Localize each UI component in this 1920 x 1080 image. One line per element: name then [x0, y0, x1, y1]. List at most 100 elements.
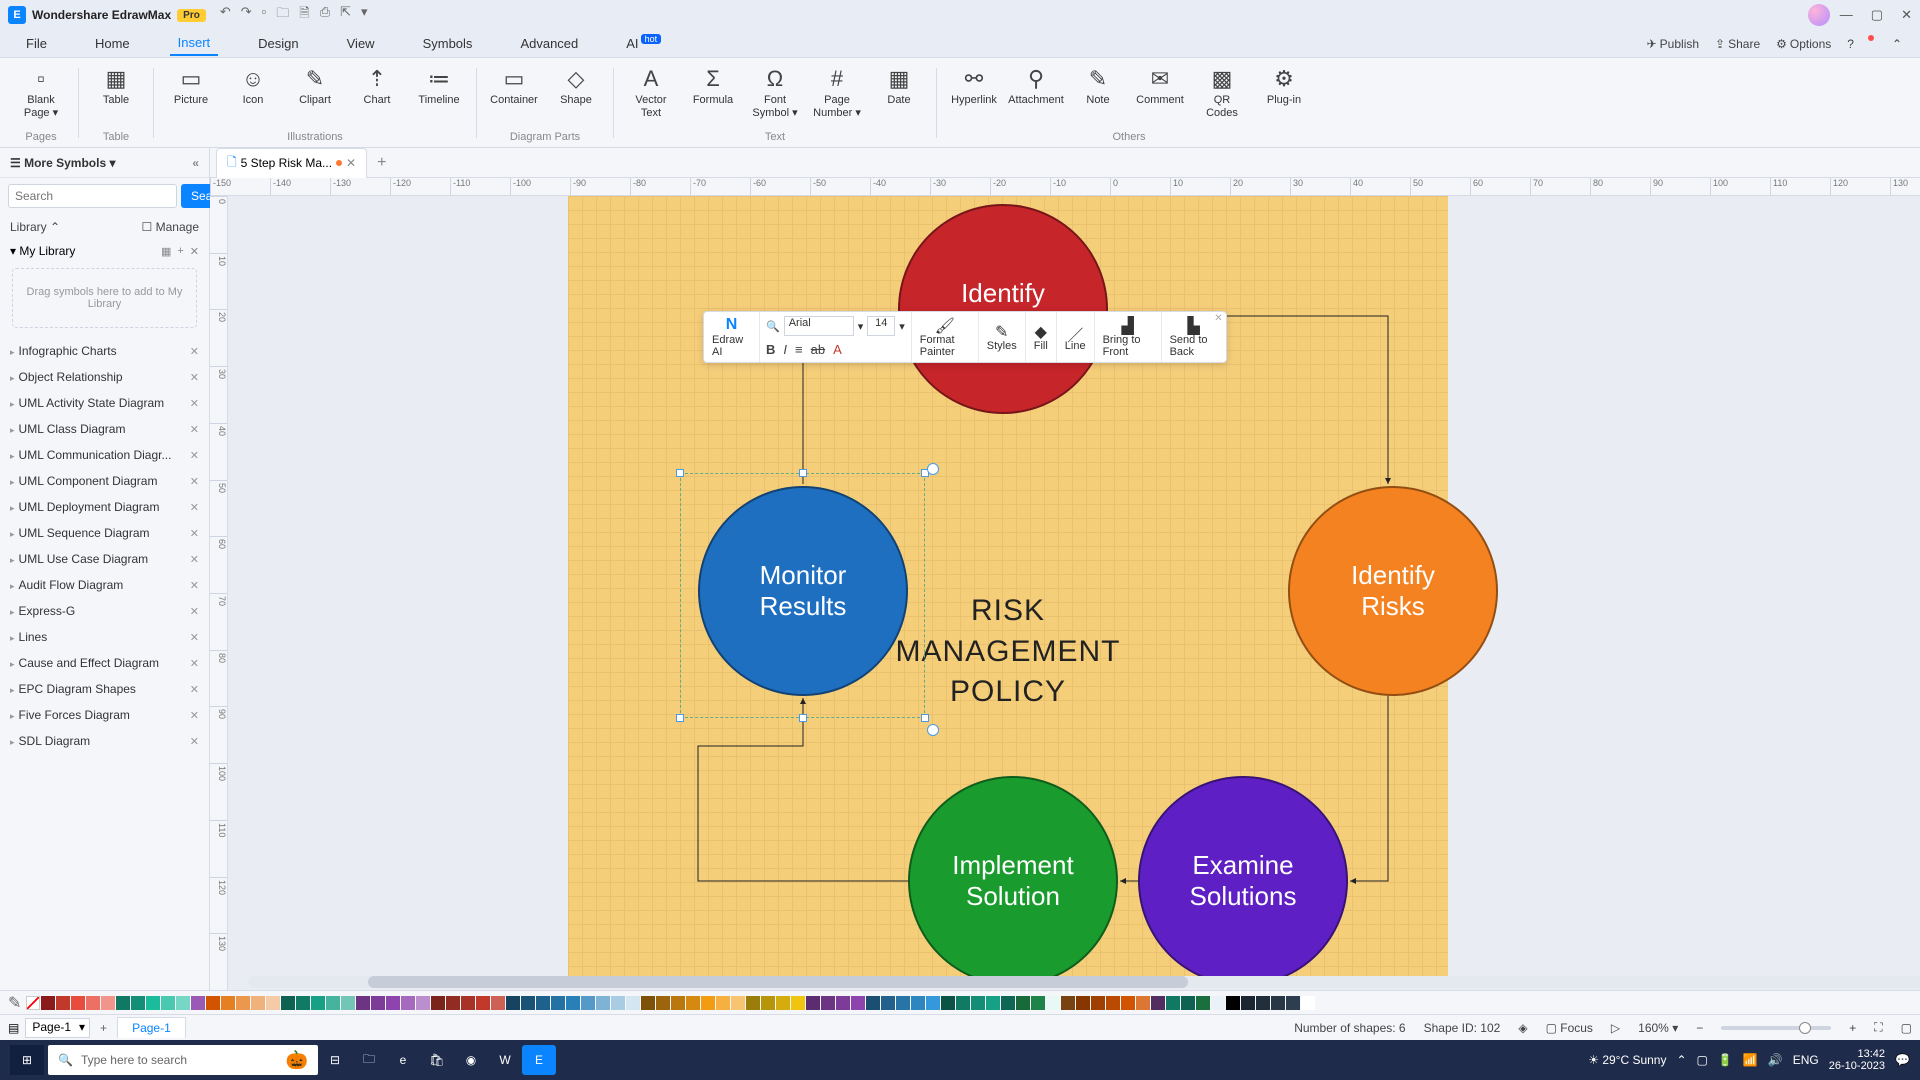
- ribbon-table[interactable]: ▦Table: [87, 64, 145, 107]
- color-swatch[interactable]: [116, 996, 130, 1010]
- category-close-icon[interactable]: ✕: [190, 449, 199, 462]
- color-swatch[interactable]: [431, 996, 445, 1010]
- color-swatch[interactable]: [131, 996, 145, 1010]
- menu-design[interactable]: Design: [250, 32, 306, 55]
- line-label[interactable]: Line: [1065, 340, 1086, 352]
- category-item[interactable]: ▸UML Class Diagram✕: [0, 416, 209, 442]
- node-c1[interactable]: IdentifyRisks: [898, 204, 1108, 414]
- color-swatch[interactable]: [1196, 996, 1210, 1010]
- tray-meet-icon[interactable]: ▢: [1697, 1053, 1708, 1067]
- color-swatch[interactable]: [1016, 996, 1030, 1010]
- menu-home[interactable]: Home: [87, 32, 138, 55]
- open-icon[interactable]: 🗀: [276, 4, 289, 26]
- ribbon-formula[interactable]: ΣFormula: [684, 64, 742, 119]
- mini-close-icon[interactable]: ✕: [1214, 313, 1222, 324]
- send-back-label[interactable]: Send to Back: [1170, 334, 1218, 358]
- maximize-icon[interactable]: ▢: [1871, 7, 1883, 23]
- color-swatch[interactable]: [1061, 996, 1075, 1010]
- selection-handle[interactable]: [799, 714, 807, 722]
- color-swatch[interactable]: [941, 996, 955, 1010]
- node-c4[interactable]: ImplementSolution: [908, 776, 1118, 986]
- canvas[interactable]: RISKMANAGEMENTPOLICY IdentifyRisksIdenti…: [228, 196, 1920, 990]
- color-swatch[interactable]: [1256, 996, 1270, 1010]
- color-swatch[interactable]: [446, 996, 460, 1010]
- present-icon[interactable]: ▷: [1611, 1021, 1620, 1035]
- node-c3[interactable]: ExamineSolutions: [1138, 776, 1348, 986]
- manage-link[interactable]: ☐ Manage: [142, 220, 199, 234]
- color-swatch[interactable]: [536, 996, 550, 1010]
- fill-label[interactable]: Fill: [1034, 340, 1048, 352]
- bring-front-icon[interactable]: ▟: [1121, 316, 1133, 334]
- color-swatch[interactable]: [746, 996, 760, 1010]
- menu-ai[interactable]: AIhot: [618, 32, 669, 55]
- color-swatch[interactable]: [701, 996, 715, 1010]
- color-swatch[interactable]: [566, 996, 580, 1010]
- category-item[interactable]: ▸UML Component Diagram✕: [0, 468, 209, 494]
- color-swatch[interactable]: [371, 996, 385, 1010]
- color-swatch[interactable]: [206, 996, 220, 1010]
- color-swatch[interactable]: [911, 996, 925, 1010]
- color-swatch[interactable]: [671, 996, 685, 1010]
- color-swatch[interactable]: [971, 996, 985, 1010]
- color-swatch[interactable]: [1091, 996, 1105, 1010]
- rotate-handle[interactable]: [927, 724, 939, 736]
- color-swatch[interactable]: [731, 996, 745, 1010]
- menu-insert[interactable]: Insert: [170, 31, 219, 56]
- color-swatch[interactable]: [491, 996, 505, 1010]
- category-close-icon[interactable]: ✕: [190, 709, 199, 722]
- color-swatch[interactable]: [686, 996, 700, 1010]
- ribbon-hyperlink[interactable]: ⚯Hyperlink: [945, 64, 1003, 119]
- ribbon-blank-page-[interactable]: ▫BlankPage ▾: [12, 64, 70, 119]
- mylib-add-icon[interactable]: +: [177, 245, 183, 258]
- category-close-icon[interactable]: ✕: [190, 605, 199, 618]
- fullscreen-icon[interactable]: ▢: [1901, 1021, 1912, 1035]
- color-swatch[interactable]: [806, 996, 820, 1010]
- format-painter-icon[interactable]: 🖌: [935, 316, 955, 334]
- export-icon[interactable]: ⇱: [340, 4, 351, 26]
- color-swatch[interactable]: [506, 996, 520, 1010]
- focus-button[interactable]: ▢ Focus: [1546, 1021, 1593, 1035]
- font-family-select[interactable]: Arial: [784, 316, 854, 336]
- color-swatch[interactable]: [1181, 996, 1195, 1010]
- color-swatch[interactable]: [251, 996, 265, 1010]
- mylib-grid-icon[interactable]: ▦: [161, 245, 171, 258]
- mylib-close-icon[interactable]: ✕: [190, 245, 199, 258]
- category-close-icon[interactable]: ✕: [190, 553, 199, 566]
- strike-icon[interactable]: ab: [811, 342, 825, 357]
- color-swatch[interactable]: [866, 996, 880, 1010]
- color-swatch[interactable]: [551, 996, 565, 1010]
- color-swatch[interactable]: [161, 996, 175, 1010]
- selection-handle[interactable]: [676, 469, 684, 477]
- category-close-icon[interactable]: ✕: [190, 631, 199, 644]
- ribbon-plug-in[interactable]: ⚙Plug-in: [1255, 64, 1313, 119]
- font-size-chevron-icon[interactable]: ▾: [899, 320, 905, 333]
- format-painter-label[interactable]: Format Painter: [920, 334, 970, 358]
- node-c2[interactable]: IdentifyRisks: [1288, 486, 1498, 696]
- menu-view[interactable]: View: [339, 32, 383, 55]
- edraw-ai-icon[interactable]: N: [726, 316, 738, 334]
- color-swatch[interactable]: [176, 996, 190, 1010]
- category-item[interactable]: ▸UML Communication Diagr...✕: [0, 442, 209, 468]
- color-swatch[interactable]: [1106, 996, 1120, 1010]
- no-fill-swatch[interactable]: [26, 996, 40, 1010]
- ribbon-vector-text[interactable]: AVectorText: [622, 64, 680, 119]
- color-swatch[interactable]: [836, 996, 850, 1010]
- edge-icon[interactable]: e: [386, 1045, 420, 1075]
- align-icon[interactable]: ≡: [795, 342, 803, 357]
- color-swatch[interactable]: [656, 996, 670, 1010]
- color-swatch[interactable]: [596, 996, 610, 1010]
- color-swatch[interactable]: [1046, 996, 1060, 1010]
- color-swatch[interactable]: [926, 996, 940, 1010]
- category-close-icon[interactable]: ✕: [190, 501, 199, 514]
- color-swatch[interactable]: [896, 996, 910, 1010]
- task-view-icon[interactable]: ⊟: [318, 1045, 352, 1075]
- color-swatch[interactable]: [356, 996, 370, 1010]
- color-swatch[interactable]: [1001, 996, 1015, 1010]
- color-swatch[interactable]: [281, 996, 295, 1010]
- color-swatch[interactable]: [641, 996, 655, 1010]
- collapse-ribbon-icon[interactable]: ⌃: [1892, 37, 1902, 51]
- page-layout-icon[interactable]: ▤: [8, 1021, 19, 1035]
- word-icon[interactable]: W: [488, 1045, 522, 1075]
- color-swatch[interactable]: [1151, 996, 1165, 1010]
- font-search-icon[interactable]: 🔍: [766, 320, 780, 333]
